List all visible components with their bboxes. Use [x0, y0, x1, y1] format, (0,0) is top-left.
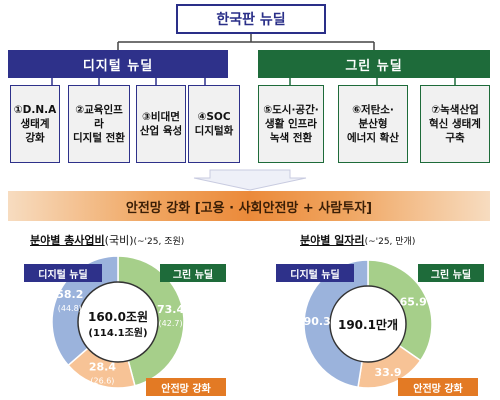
jobs-value-green: 65.9 [400, 295, 427, 308]
budget-sub-value-safety: (26.6) [90, 377, 114, 386]
budget-center-circle [77, 281, 159, 363]
budget-center-sub-total: (114.1조원) [88, 326, 147, 339]
jobs-legend-digital: 디지털 뉴딜 [276, 264, 354, 282]
digital-new-deal-header: 디지털 뉴딜 [8, 50, 228, 78]
budget-value-digital: 58.2 [56, 288, 83, 301]
green-new-deal-header: 그린 뉴딜 [258, 50, 490, 78]
jobs-chart-title: 분야별 일자리(~'25, 만개) [300, 234, 416, 247]
budget-sub-value-digital: (44.8) [58, 304, 82, 313]
budget-legend-digital: 디지털 뉴딜 [24, 264, 102, 282]
budget-chart-title: 분야별 총사업비(국비)(~'25, 조원) [30, 234, 185, 247]
budget-legend-safety: 안전망 강화 [146, 378, 226, 396]
safety-net-banner: 안전망 강화 [고용 · 사회안전망 + 사람투자] [8, 191, 490, 221]
jobs-value-digital: 90.3 [304, 315, 331, 328]
digital-item-4: ④SOC 디지털화 [188, 85, 240, 163]
jobs-center-circle [329, 285, 407, 363]
green-item-5: ⑤도시·공간· 생활 인프라 녹색 전환 [258, 85, 324, 163]
jobs-legend-green: 그린 뉴딜 [418, 264, 484, 282]
jobs-center-total: 190.1만개 [338, 317, 398, 332]
budget-legend-green: 그린 뉴딜 [160, 264, 226, 282]
budget-center-total: 160.0조원 [88, 310, 148, 324]
jobs-value-safety: 33.9 [374, 366, 401, 379]
budget-value-safety: 28.4 [89, 361, 116, 374]
jobs-legend-safety: 안전망 강화 [398, 378, 478, 396]
digital-item-2: ②교육인프라 디지털 전환 [68, 85, 130, 163]
budget-sub-value-green: (42.7) [159, 319, 183, 328]
green-item-6: ⑥저탄소· 분산형 에너지 확산 [338, 85, 408, 163]
digital-item-1: ①D.N.A 생태계 강화 [10, 85, 60, 163]
budget-value-green: 73.4 [157, 303, 184, 316]
new-deal-title: 한국판 뉴딜 [176, 4, 326, 34]
digital-item-3: ③비대면 산업 육성 [136, 85, 186, 163]
green-item-7: ⑦녹색산업 혁신 생태계 구축 [420, 85, 490, 163]
